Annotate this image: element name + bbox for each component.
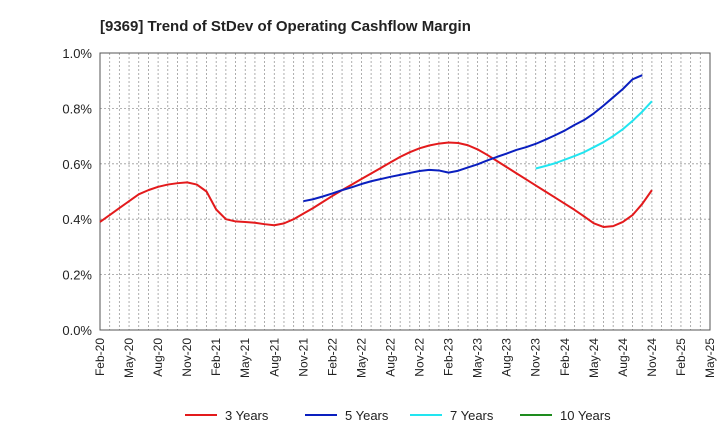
legend-label: 5 Years	[345, 408, 389, 423]
x-tick-labels: Feb-20 May-20 Aug-20 Nov-20 Feb-21 May-21 Aug-…	[93, 338, 717, 378]
series-lines	[99, 74, 653, 228]
series-line-5-years	[303, 74, 643, 203]
plot-frame	[99, 52, 711, 331]
y-tick-label: 0.6%	[62, 157, 92, 172]
x-tick-label: Aug-21	[267, 338, 281, 377]
x-tick-label: Aug-23	[500, 338, 514, 377]
x-tick-label: Feb-22	[325, 338, 339, 376]
x-tick-label: Feb-21	[209, 338, 223, 376]
x-tick-label: Nov-22	[413, 338, 427, 377]
x-tick-label: May-24	[587, 338, 601, 378]
y-tick-label: 0.4%	[62, 212, 92, 227]
y-tick-label: 0.8%	[62, 101, 92, 116]
x-tick-label: Nov-24	[645, 338, 659, 377]
axes	[99, 52, 711, 331]
x-tick-label: Aug-20	[151, 338, 165, 377]
x-tick-label: Nov-20	[180, 338, 194, 377]
grid	[99, 52, 711, 331]
series-line-3-years	[99, 141, 653, 228]
legend-label: 3 Years	[225, 408, 269, 423]
x-tick-label: Feb-20	[93, 338, 107, 376]
legend-label: 10 Years	[560, 408, 611, 423]
legend-label: 7 Years	[450, 408, 494, 423]
x-tick-label: Aug-22	[383, 338, 397, 377]
x-tick-label: Nov-21	[296, 338, 310, 377]
y-tick-label: 0.0%	[62, 323, 92, 338]
x-tick-label: May-21	[238, 338, 252, 378]
x-tick-label: May-25	[703, 338, 717, 378]
x-tick-label: Feb-25	[674, 338, 688, 376]
y-tick-label: 0.2%	[62, 268, 92, 283]
x-tick-label: Aug-24	[616, 338, 630, 377]
chart-title: [9369] Trend of StDev of Operating Cashf…	[100, 18, 471, 35]
x-tick-label: May-20	[122, 338, 136, 378]
x-tick-label: Nov-23	[529, 338, 543, 377]
x-tick-label: May-22	[354, 338, 368, 378]
x-tick-label: Feb-24	[558, 338, 572, 376]
y-tick-label: 1.0%	[62, 46, 92, 61]
x-tick-label: May-23	[471, 338, 485, 378]
series-line-7-years	[535, 100, 653, 170]
y-tick-labels: 0.0% 0.2% 0.4% 0.6% 0.8% 1.0%	[62, 46, 92, 338]
legend: 3 Years 5 Years 7 Years 10 Years	[185, 408, 611, 423]
x-tick-label: Feb-23	[442, 338, 456, 376]
